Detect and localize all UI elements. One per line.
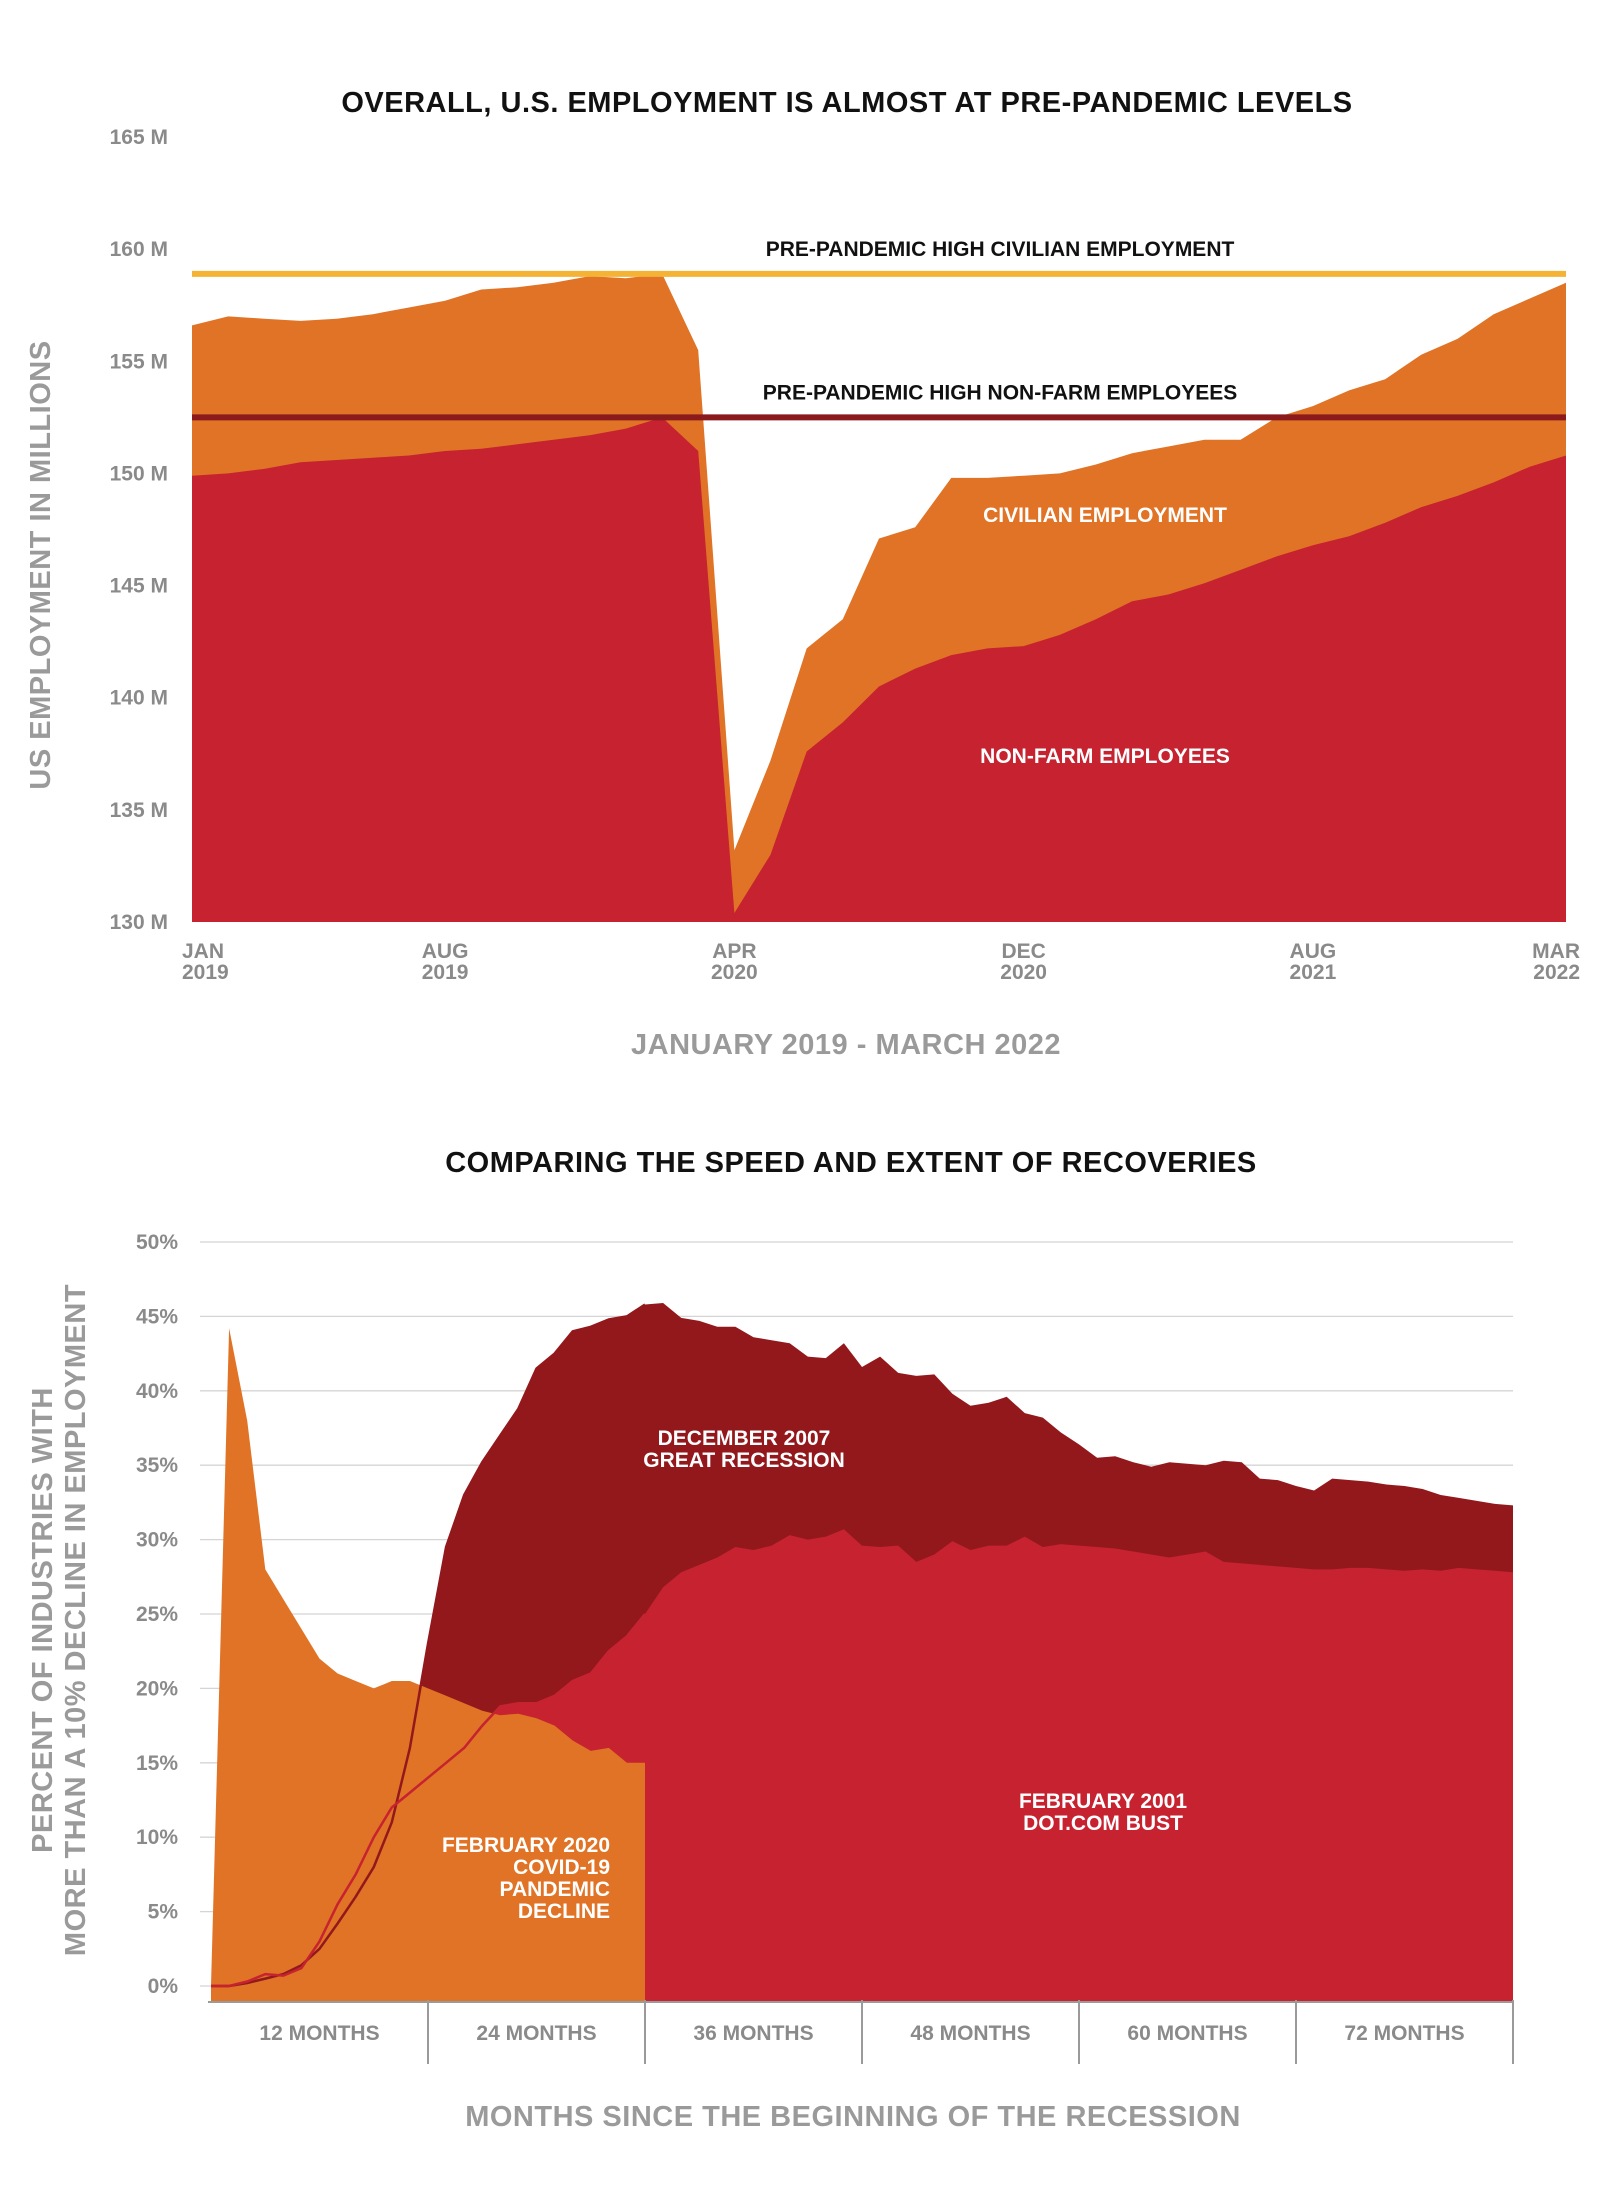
y-tick-label: 30%	[136, 1529, 178, 1552]
annotation-line: FEBRUARY 2020	[442, 1834, 610, 1857]
y-tick-label: 20%	[136, 1677, 178, 1700]
chart1-x-axis-label: JANUARY 2019 - MARCH 2022	[631, 1029, 1061, 1061]
chart1-y-ticks: 165 M 160 M 155 M 150 M 145 M 140 M 135 M 130 M	[110, 126, 168, 934]
chart1-y-axis-label: US EMPLOYMENT IN MILLIONS	[25, 340, 57, 789]
chart2-title: COMPARING THE SPEED AND EXTENT OF RECOVE…	[445, 1147, 1257, 1179]
x-tick-label: 2020	[1000, 961, 1047, 984]
x-bin-label: 24 MONTHS	[476, 2022, 596, 2045]
x-tick-label: DEC	[1001, 940, 1045, 963]
chart1-reference-lines: PRE-PANDEMIC HIGH CIVILIAN EMPLOYMENT PRE…	[192, 238, 1566, 421]
x-tick-label: 2020	[711, 961, 758, 984]
x-tick-label: APR	[712, 940, 756, 963]
chart1-areas	[192, 273, 1566, 922]
chart1-annotation-nonfarm: NON-FARM EMPLOYEES	[980, 745, 1230, 768]
x-bin-label: 12 MONTHS	[259, 2022, 379, 2045]
annotation-line: DECLINE	[518, 1900, 610, 1923]
y-tick-label: 15%	[136, 1752, 178, 1775]
chart1-x-ticks: JAN2019AUG2019APR2020DEC2020AUG2021MAR20…	[182, 940, 1580, 984]
y-tick-label: 45%	[136, 1305, 178, 1328]
x-tick-label: 2019	[422, 961, 469, 984]
y-tick-label: 0%	[148, 1975, 179, 1998]
y-tick-label: 35%	[136, 1454, 178, 1477]
x-tick-label: 2021	[1290, 961, 1337, 984]
nonfarm-employees-area	[192, 417, 1566, 922]
great-recession-outline	[211, 1303, 646, 1988]
chart1-annotation-civilian: CIVILIAN EMPLOYMENT	[983, 504, 1227, 527]
chart2-x-bins: 12 MONTHS 24 MONTHS 36 MONTHS 48 MONTHS 60 M…	[208, 2000, 1514, 2064]
y-tick-label: 165 M	[110, 126, 168, 149]
y-tick-label: 5%	[148, 1901, 179, 1924]
chart2-annotation-dotcom: FEBRUARY 2001 DOT.COM BUST	[1019, 1790, 1187, 1835]
x-tick-label: AUG	[422, 940, 469, 963]
annotation-line: GREAT RECESSION	[643, 1449, 844, 1472]
x-bin-label: 36 MONTHS	[693, 2022, 813, 2045]
chart2-annotation-covid: FEBRUARY 2020 COVID-19 PANDEMIC DECLINE	[442, 1834, 610, 1923]
y-tick-label: 40%	[136, 1380, 178, 1403]
x-bin-label: 60 MONTHS	[1127, 2022, 1247, 2045]
y-axis-label-line: MORE THAN A 10% DECLINE IN EMPLOYMENT	[60, 1284, 92, 1956]
chart2-y-axis-label: PERCENT OF INDUSTRIES WITH MORE THAN A 1…	[27, 1284, 92, 1956]
annotation-line: FEBRUARY 2001	[1019, 1790, 1187, 1813]
x-tick-label: 2019	[182, 961, 229, 984]
y-tick-label: 130 M	[110, 911, 168, 934]
annotation-line: DOT.COM BUST	[1023, 1812, 1183, 1835]
chart2-areas	[211, 1303, 1513, 2002]
y-tick-label: 10%	[136, 1826, 178, 1849]
annotation-line: DECEMBER 2007	[658, 1427, 831, 1450]
x-tick-label: JAN	[182, 940, 224, 963]
y-tick-label: 150 M	[110, 462, 168, 485]
y-tick-label: 135 M	[110, 799, 168, 822]
y-tick-label: 145 M	[110, 575, 168, 598]
y-tick-label: 155 M	[110, 350, 168, 373]
annotation-line: COVID-19	[513, 1856, 610, 1879]
chart1-title: OVERALL, U.S. EMPLOYMENT IS ALMOST AT PR…	[341, 87, 1352, 119]
y-tick-label: 25%	[136, 1603, 178, 1626]
pre-pandemic-nonfarm-label: PRE-PANDEMIC HIGH NON-FARM EMPLOYEES	[763, 381, 1237, 404]
chart2-y-ticks: 50% 45% 40% 35% 30% 25% 20% 15% 10% 5% 0%	[136, 1231, 178, 1998]
x-tick-label: 2022	[1533, 961, 1580, 984]
dotcom-bust-outline	[211, 1613, 646, 1988]
annotation-line: PANDEMIC	[500, 1878, 610, 1901]
chart2-x-axis-label: MONTHS SINCE THE BEGINNING OF THE RECESS…	[465, 2101, 1241, 2133]
chart2-annotation-great-recession: DECEMBER 2007 GREAT RECESSION	[643, 1427, 844, 1472]
x-tick-label: MAR	[1532, 940, 1580, 963]
y-tick-label: 50%	[136, 1231, 178, 1254]
y-axis-label-line: PERCENT OF INDUSTRIES WITH	[27, 1387, 59, 1853]
pre-pandemic-civilian-label: PRE-PANDEMIC HIGH CIVILIAN EMPLOYMENT	[766, 238, 1235, 261]
x-bin-label: 48 MONTHS	[910, 2022, 1030, 2045]
y-tick-label: 140 M	[110, 687, 168, 710]
x-bin-label: 72 MONTHS	[1344, 2022, 1464, 2045]
x-tick-label: AUG	[1290, 940, 1337, 963]
covid-pandemic-area	[211, 1328, 645, 2002]
y-tick-label: 160 M	[110, 238, 168, 261]
